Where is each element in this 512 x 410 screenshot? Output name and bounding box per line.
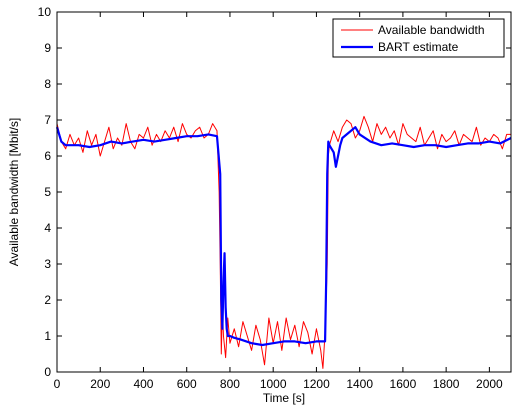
y-axis-title: Available bandwidth [Mbit/s]	[7, 118, 21, 267]
y-tick-label: 2	[44, 293, 51, 307]
series-line-bart-estimate	[55, 126, 512, 347]
y-tick-label: 10	[38, 5, 52, 19]
legend: Available bandwidth BART estimate	[332, 18, 505, 58]
y-tick-label: 8	[44, 77, 51, 91]
legend-label-available-bandwidth: Available bandwidth	[378, 23, 485, 37]
x-tick-label: 1000	[260, 377, 287, 391]
axes-layer: 0 200 400 600 800 1000 1200 1400 1600 1800 2000 0 1 2…	[38, 5, 511, 391]
x-tick-label: 400	[133, 377, 153, 391]
x-tick-label: 2000	[476, 377, 503, 391]
y-tick-label: 0	[44, 365, 51, 379]
series-layer	[55, 115, 512, 369]
x-tick-label: 1800	[433, 377, 460, 391]
x-tick-label: 0	[54, 377, 61, 391]
y-tick-label: 5	[44, 185, 51, 199]
series-line-available-bandwidth	[56, 115, 511, 369]
y-tick-label: 6	[44, 149, 51, 163]
y-tick-label: 9	[44, 41, 51, 55]
y-tick-label: 3	[44, 257, 51, 271]
legend-box	[332, 18, 505, 58]
x-tick-label: 1400	[346, 377, 373, 391]
y-tick-label: 7	[44, 113, 51, 127]
x-tick-label: 1600	[390, 377, 417, 391]
x-tick-label: 800	[220, 377, 240, 391]
x-tick-label: 1200	[303, 377, 330, 391]
y-tick-label: 4	[44, 221, 51, 235]
x-tick-label: 600	[177, 377, 197, 391]
x-tick-label: 200	[90, 377, 110, 391]
x-axis-title: Time [s]	[263, 391, 305, 405]
y-tick-label: 1	[44, 329, 51, 343]
legend-label-bart-estimate: BART estimate	[378, 40, 459, 54]
